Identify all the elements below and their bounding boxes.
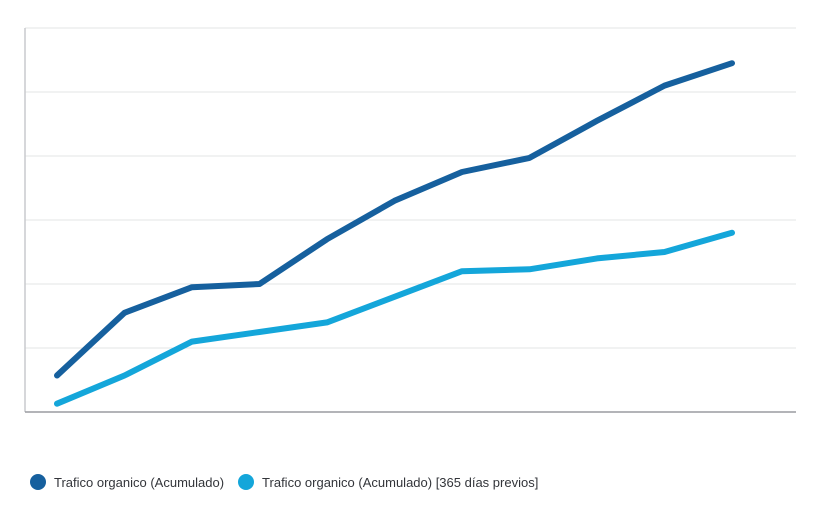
- legend-item-previous: Trafico organico (Acumulado) [365 días p…: [238, 474, 538, 490]
- series-line-0: [54, 60, 735, 379]
- legend-label: Trafico organico (Acumulado) [365 días p…: [262, 474, 539, 490]
- legend-marker-icon: [238, 474, 255, 490]
- series-lines: [54, 60, 735, 407]
- series-line-1: [54, 229, 735, 407]
- legend-item-current: Trafico organico (Acumulado): [30, 474, 224, 490]
- legend: Trafico organico (Acumulado) Trafico org…: [30, 474, 538, 490]
- gridlines: [25, 27, 796, 349]
- legend-marker-icon: [30, 474, 46, 490]
- line-chart-plot: [24, 27, 796, 413]
- legend-label: Trafico organico (Acumulado): [54, 474, 225, 490]
